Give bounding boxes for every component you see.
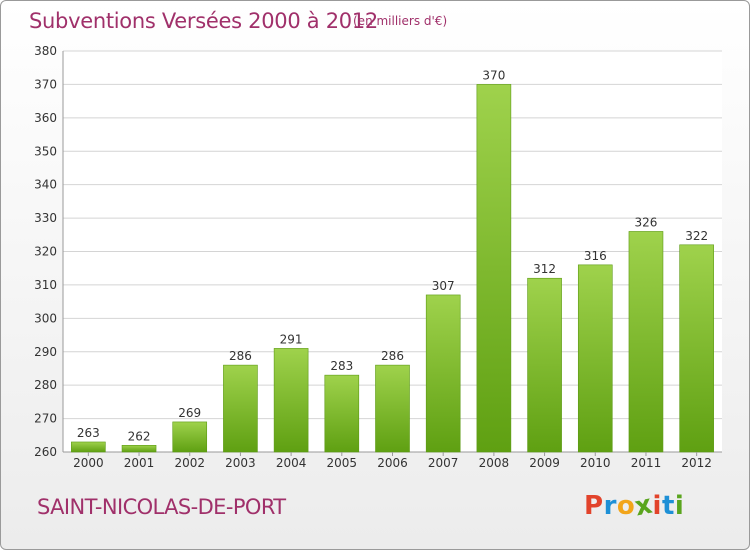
y-tick-label: 290 (34, 345, 57, 359)
data-label: 286 (229, 349, 252, 363)
y-tick-label: 330 (34, 211, 57, 225)
bar (223, 364, 258, 453)
data-label: 263 (77, 426, 100, 440)
bar (375, 364, 410, 453)
y-tick-label: 340 (34, 178, 57, 192)
bar (172, 421, 208, 453)
x-tick-label: 2002 (174, 456, 205, 470)
y-tick-label: 270 (34, 412, 57, 426)
bar (121, 445, 157, 453)
logo-letter: P (584, 491, 604, 521)
data-label: 322 (685, 229, 708, 243)
logo-letter: i (652, 491, 662, 521)
x-tick-label: 2008 (479, 456, 510, 470)
x-tick-label: 2001 (124, 456, 155, 470)
logo-letter: t (661, 491, 675, 521)
x-tick-label: 2009 (529, 456, 560, 470)
bar (577, 264, 613, 453)
x-tick-label: 2012 (681, 456, 712, 470)
x-tick-label: 2011 (631, 456, 662, 470)
y-tick-label: 360 (34, 111, 57, 125)
bar (425, 294, 461, 453)
bar (273, 348, 309, 453)
x-tick-label: 2004 (276, 456, 307, 470)
y-tick-label: 310 (34, 278, 57, 292)
y-tick-label: 280 (34, 378, 57, 392)
logo-letter: r (603, 491, 617, 521)
chart-subtitle: (en milliers d'€) (353, 14, 448, 28)
y-tick-label: 380 (34, 44, 57, 58)
data-label: 269 (178, 406, 201, 420)
bar (628, 231, 664, 453)
bar (476, 84, 512, 453)
chart-title: Subventions Versées 2000 à 2012 (29, 9, 378, 33)
data-label: 370 (482, 68, 505, 82)
data-label: 312 (533, 262, 556, 276)
proxiti-logo: Proxiti (584, 490, 685, 523)
commune-name: SAINT-NICOLAS-DE-PORT (37, 495, 286, 519)
data-label: 262 (128, 429, 151, 443)
y-tick-label: 300 (34, 311, 57, 325)
x-tick-label: 2010 (580, 456, 611, 470)
y-tick-label: 260 (34, 445, 57, 459)
x-tick-label: 2003 (225, 456, 256, 470)
bar (71, 441, 106, 453)
x-tick-label: 2006 (377, 456, 408, 470)
x-tick-label: 2007 (428, 456, 459, 470)
data-label: 291 (280, 332, 303, 346)
x-tick-label: 2000 (73, 456, 104, 470)
y-tick-label: 370 (34, 77, 57, 91)
data-label: 307 (432, 279, 455, 293)
data-label: 326 (635, 215, 658, 229)
bar (679, 244, 714, 453)
data-label: 283 (330, 359, 353, 373)
data-label: 316 (584, 249, 607, 263)
logo-letter: i (674, 491, 685, 521)
data-label: 286 (381, 349, 404, 363)
bar (324, 374, 360, 453)
y-tick-label: 350 (34, 144, 57, 158)
y-tick-label: 320 (34, 245, 57, 259)
x-tick-label: 2005 (327, 456, 358, 470)
bar (527, 277, 562, 453)
logo-letter: o (616, 491, 636, 521)
